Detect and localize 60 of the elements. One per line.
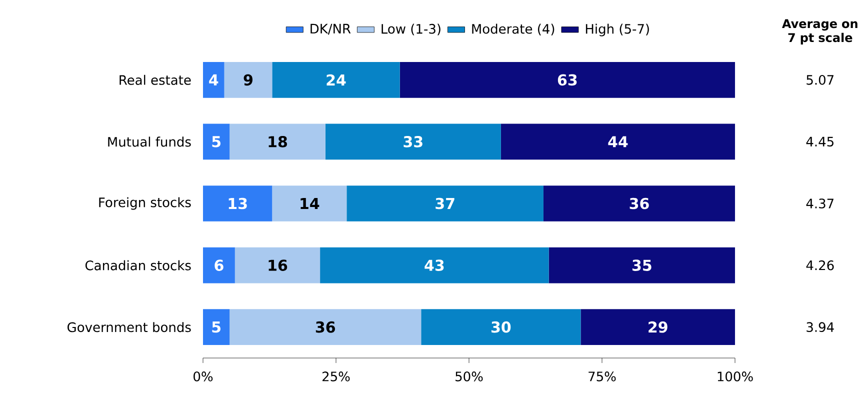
data-label: 44 xyxy=(608,136,628,148)
bar xyxy=(543,186,736,222)
bar xyxy=(203,309,230,346)
text: 4.45 xyxy=(806,136,834,147)
data-label: 5 xyxy=(212,136,220,148)
bar xyxy=(224,62,272,98)
data-label: 43 xyxy=(424,260,444,271)
data-label: 33 xyxy=(404,136,422,148)
bar xyxy=(548,247,736,284)
data-label: 4 xyxy=(209,74,218,86)
x-tick-label: 25% xyxy=(322,372,350,382)
bar xyxy=(203,247,235,284)
text: 4.26 xyxy=(806,260,834,270)
bar xyxy=(325,124,501,160)
data-label: 63 xyxy=(558,74,577,86)
y-tick-label: Foreign stocks xyxy=(99,197,191,210)
bar xyxy=(400,62,736,98)
bar xyxy=(230,124,326,160)
data-label: 37 xyxy=(436,198,454,210)
x-tick-label: 0% xyxy=(194,372,213,382)
text: 4.37 xyxy=(806,198,834,208)
data-label: 24 xyxy=(326,74,346,86)
data-label: 9 xyxy=(244,74,252,86)
data-label: 36 xyxy=(316,321,335,333)
data-label: 5 xyxy=(212,322,220,333)
text: Average on 7 pt scale xyxy=(782,19,858,44)
data-label: 29 xyxy=(648,321,668,333)
bar xyxy=(272,186,347,222)
data-label: 35 xyxy=(632,260,652,271)
data-label: 18 xyxy=(268,136,287,148)
y-tick-label: Mutual funds xyxy=(108,136,191,147)
legend-label: Moderate (4) xyxy=(472,24,554,36)
y-tick-label: Government bonds xyxy=(68,322,191,332)
bar xyxy=(272,62,400,98)
data-label: 36 xyxy=(630,198,649,210)
bar xyxy=(234,247,320,284)
data-label: 14 xyxy=(300,198,320,209)
text: 5.07 xyxy=(806,74,834,85)
legend-label: DK/NR xyxy=(310,24,351,35)
bar xyxy=(230,309,422,346)
data-label: 13 xyxy=(228,198,247,210)
bar xyxy=(203,62,224,98)
bar xyxy=(421,309,581,346)
text: 3.94 xyxy=(806,322,834,332)
bar xyxy=(203,186,272,222)
bar xyxy=(580,309,736,346)
x-tick-label: 50% xyxy=(456,372,483,382)
bar xyxy=(346,186,544,222)
bar xyxy=(203,124,230,160)
y-tick-label: Canadian stocks xyxy=(85,260,191,270)
legend-label: High (5-7) xyxy=(586,24,649,36)
x-tick-label: 100% xyxy=(718,372,753,382)
data-label: 30 xyxy=(491,321,511,333)
bar xyxy=(320,247,549,284)
bar xyxy=(500,124,736,160)
x-tick-label: 75% xyxy=(588,372,616,382)
data-label: 16 xyxy=(268,260,288,271)
y-tick-label: Real estate xyxy=(120,74,191,85)
data-label: 6 xyxy=(214,260,224,271)
legend-label: Low (1-3) xyxy=(382,24,440,36)
